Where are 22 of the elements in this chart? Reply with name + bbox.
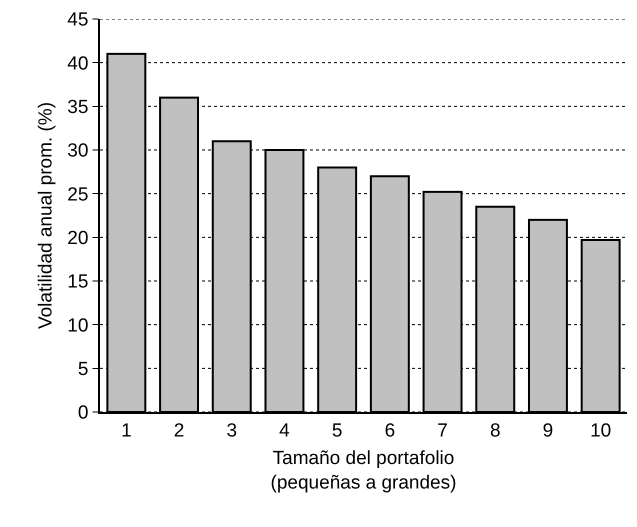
x-axis-title: Tamaño del portafolio (pequeñas a grandes) — [270, 448, 456, 494]
y-tick-label: 40 — [67, 53, 88, 74]
x-tick-label: 8 — [490, 420, 501, 442]
x-tick-label: 5 — [332, 420, 342, 442]
y-tick-label: 45 — [67, 10, 88, 31]
x-tick-label: 10 — [590, 420, 612, 442]
y-tick-label: 20 — [67, 228, 88, 249]
y-tick-label: 5 — [78, 358, 88, 380]
y-tick-label: 10 — [67, 315, 88, 336]
y-tick-label: 30 — [67, 140, 88, 162]
x-tick-label: 3 — [226, 420, 238, 442]
x-tick-label: 2 — [174, 420, 184, 442]
y-tick-label: 0 — [78, 402, 88, 424]
y-tick-label: 35 — [67, 96, 88, 118]
x-tick-label: 6 — [384, 420, 396, 442]
x-tick-label: 1 — [121, 420, 132, 442]
x-tick-label: 4 — [279, 420, 290, 442]
y-tick-label: 25 — [67, 184, 88, 206]
x-tick-label: 7 — [437, 420, 448, 442]
x-tick-label: 9 — [542, 420, 554, 442]
y-tick-label: 15 — [67, 272, 88, 293]
y-axis-title: Volatilidad anual prom. (%) — [36, 102, 56, 330]
